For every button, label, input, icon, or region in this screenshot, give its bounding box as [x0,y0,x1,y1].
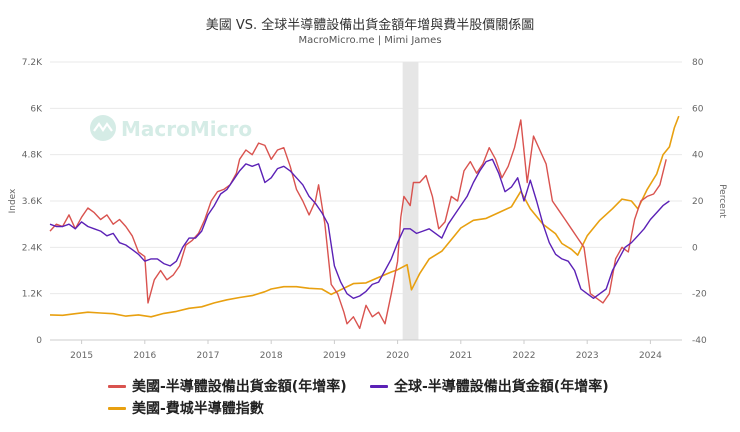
chart-subtitle: MacroMicro.me | Mimi James [298,35,442,46]
legend-item-sox[interactable]: 美國-費城半導體指數 [108,398,264,418]
left-axis-ticks: 0 1.2K 2.4K 3.6K 4.8K 6K 7.2K [22,58,43,346]
x-axis-tick-label: 2021 [449,351,472,361]
left-axis-tick-label: 6K [30,104,43,114]
legend-swatch-us-billings [108,384,126,388]
legend-swatch-sox [108,406,126,410]
x-axis-tick-label: 2016 [133,351,156,361]
gridlines [50,61,682,341]
x-axis-tick-label: 2024 [639,351,662,361]
x-axis-tick-label: 2020 [386,351,409,361]
right-axis-tick-label: 60 [692,104,704,114]
left-axis-tick-label: 1.2K [22,290,43,300]
series-line-global-billings [49,158,670,299]
x-axis-tick-label: 2018 [260,351,283,361]
legend-label-us-billings: 美國-半導體設備出貨金額(年增率) [132,379,347,395]
series-line-sox [49,115,680,318]
left-axis-tick-label: 7.2K [22,58,43,68]
right-axis-tick-label: 20 [692,197,704,207]
x-axis-tick-label: 2022 [513,351,536,361]
chart-title: 美國 VS. 全球半導體設備出貨金額年增與費半股價關係圖 [205,18,535,33]
series-line-us-billings [49,119,667,330]
logo-glyph-icon [93,122,113,132]
left-axis-tick-label: 2.4K [22,243,43,253]
left-axis-label: Index [8,188,18,213]
x-axis-tick-label: 2019 [323,351,346,361]
right-axis-ticks: -40 -20 0 20 40 60 80 [692,58,707,346]
watermark: MacroMicro [90,115,252,141]
right-axis-tick-label: 40 [692,151,704,161]
right-axis-tick-label: 0 [692,243,698,253]
x-axis-tick-label: 2023 [576,351,599,361]
series-lines [49,115,680,330]
legend-swatch-global-billings [370,384,388,388]
x-axis-tick-label: 2017 [197,351,220,361]
left-axis-tick-label: 0 [36,336,42,346]
right-axis-tick-label: -40 [692,336,707,346]
legend-label-global-billings: 全球-半導體設備出貨金額(年增率) [394,379,609,395]
macromicro-logo-icon [90,115,116,141]
x-axis-tick-label: 2015 [70,351,93,361]
watermark-text: MacroMicro [121,117,252,141]
x-axis-ticks: 2015 2016 2017 2018 2019 2020 2021 2022 2023 2024 [50,339,682,361]
right-axis-tick-label: -20 [692,290,707,300]
right-axis-tick-label: 80 [692,58,704,68]
left-axis-tick-label: 3.6K [22,197,43,207]
right-axis-label: Percent [717,184,727,218]
legend-item-global-billings[interactable]: 全球-半導體設備出貨金額(年增率) [370,376,609,396]
left-axis-tick-label: 4.8K [22,151,43,161]
legend-item-us-billings[interactable]: 美國-半導體設備出貨金額(年增率) [108,376,347,396]
legend-label-sox: 美國-費城半導體指數 [132,401,264,417]
